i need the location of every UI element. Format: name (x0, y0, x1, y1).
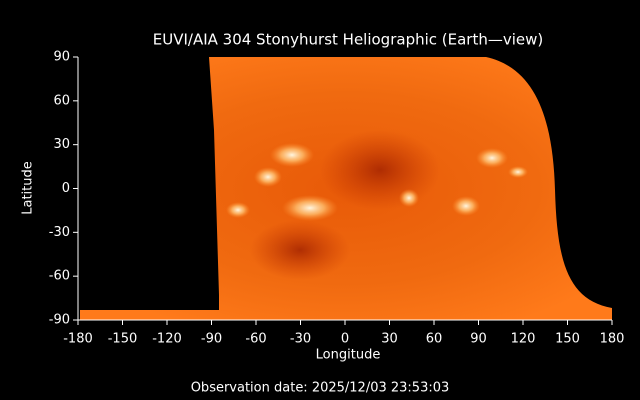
x-tick-label: -180 (63, 332, 93, 347)
y-tick-label: -30 (49, 225, 70, 240)
y-tick-label: 0 (62, 181, 70, 196)
y-tick-label: 90 (53, 50, 70, 65)
x-tick-label: 120 (511, 332, 536, 347)
x-tick-label: 60 (426, 332, 443, 347)
x-tick-label: 150 (555, 332, 580, 347)
x-tick-label: 90 (470, 332, 487, 347)
x-tick-label: 180 (600, 332, 625, 347)
y-tick-label: -60 (49, 269, 70, 284)
y-tick-label: -90 (49, 313, 70, 328)
caption: Observation date: 2025/12/03 23:53:03 (191, 381, 450, 396)
x-tick-label: -30 (290, 332, 311, 347)
chart-title: EUVI/AIA 304 Stonyhurst Heliographic (Ea… (153, 31, 544, 49)
x-tick-label: 30 (381, 332, 398, 347)
y-tick-label: 30 (53, 137, 70, 152)
x-tick-label: -150 (108, 332, 138, 347)
y-axis-label: Latitude (21, 161, 36, 215)
x-tick-label: -120 (152, 332, 182, 347)
y-tick-label: 60 (53, 93, 70, 108)
x-axis-label: Longitude (316, 348, 381, 363)
x-tick-label: -90 (201, 332, 222, 347)
x-tick-label: -60 (245, 332, 266, 347)
map-image (80, 57, 612, 320)
x-tick-label: 0 (341, 332, 349, 347)
